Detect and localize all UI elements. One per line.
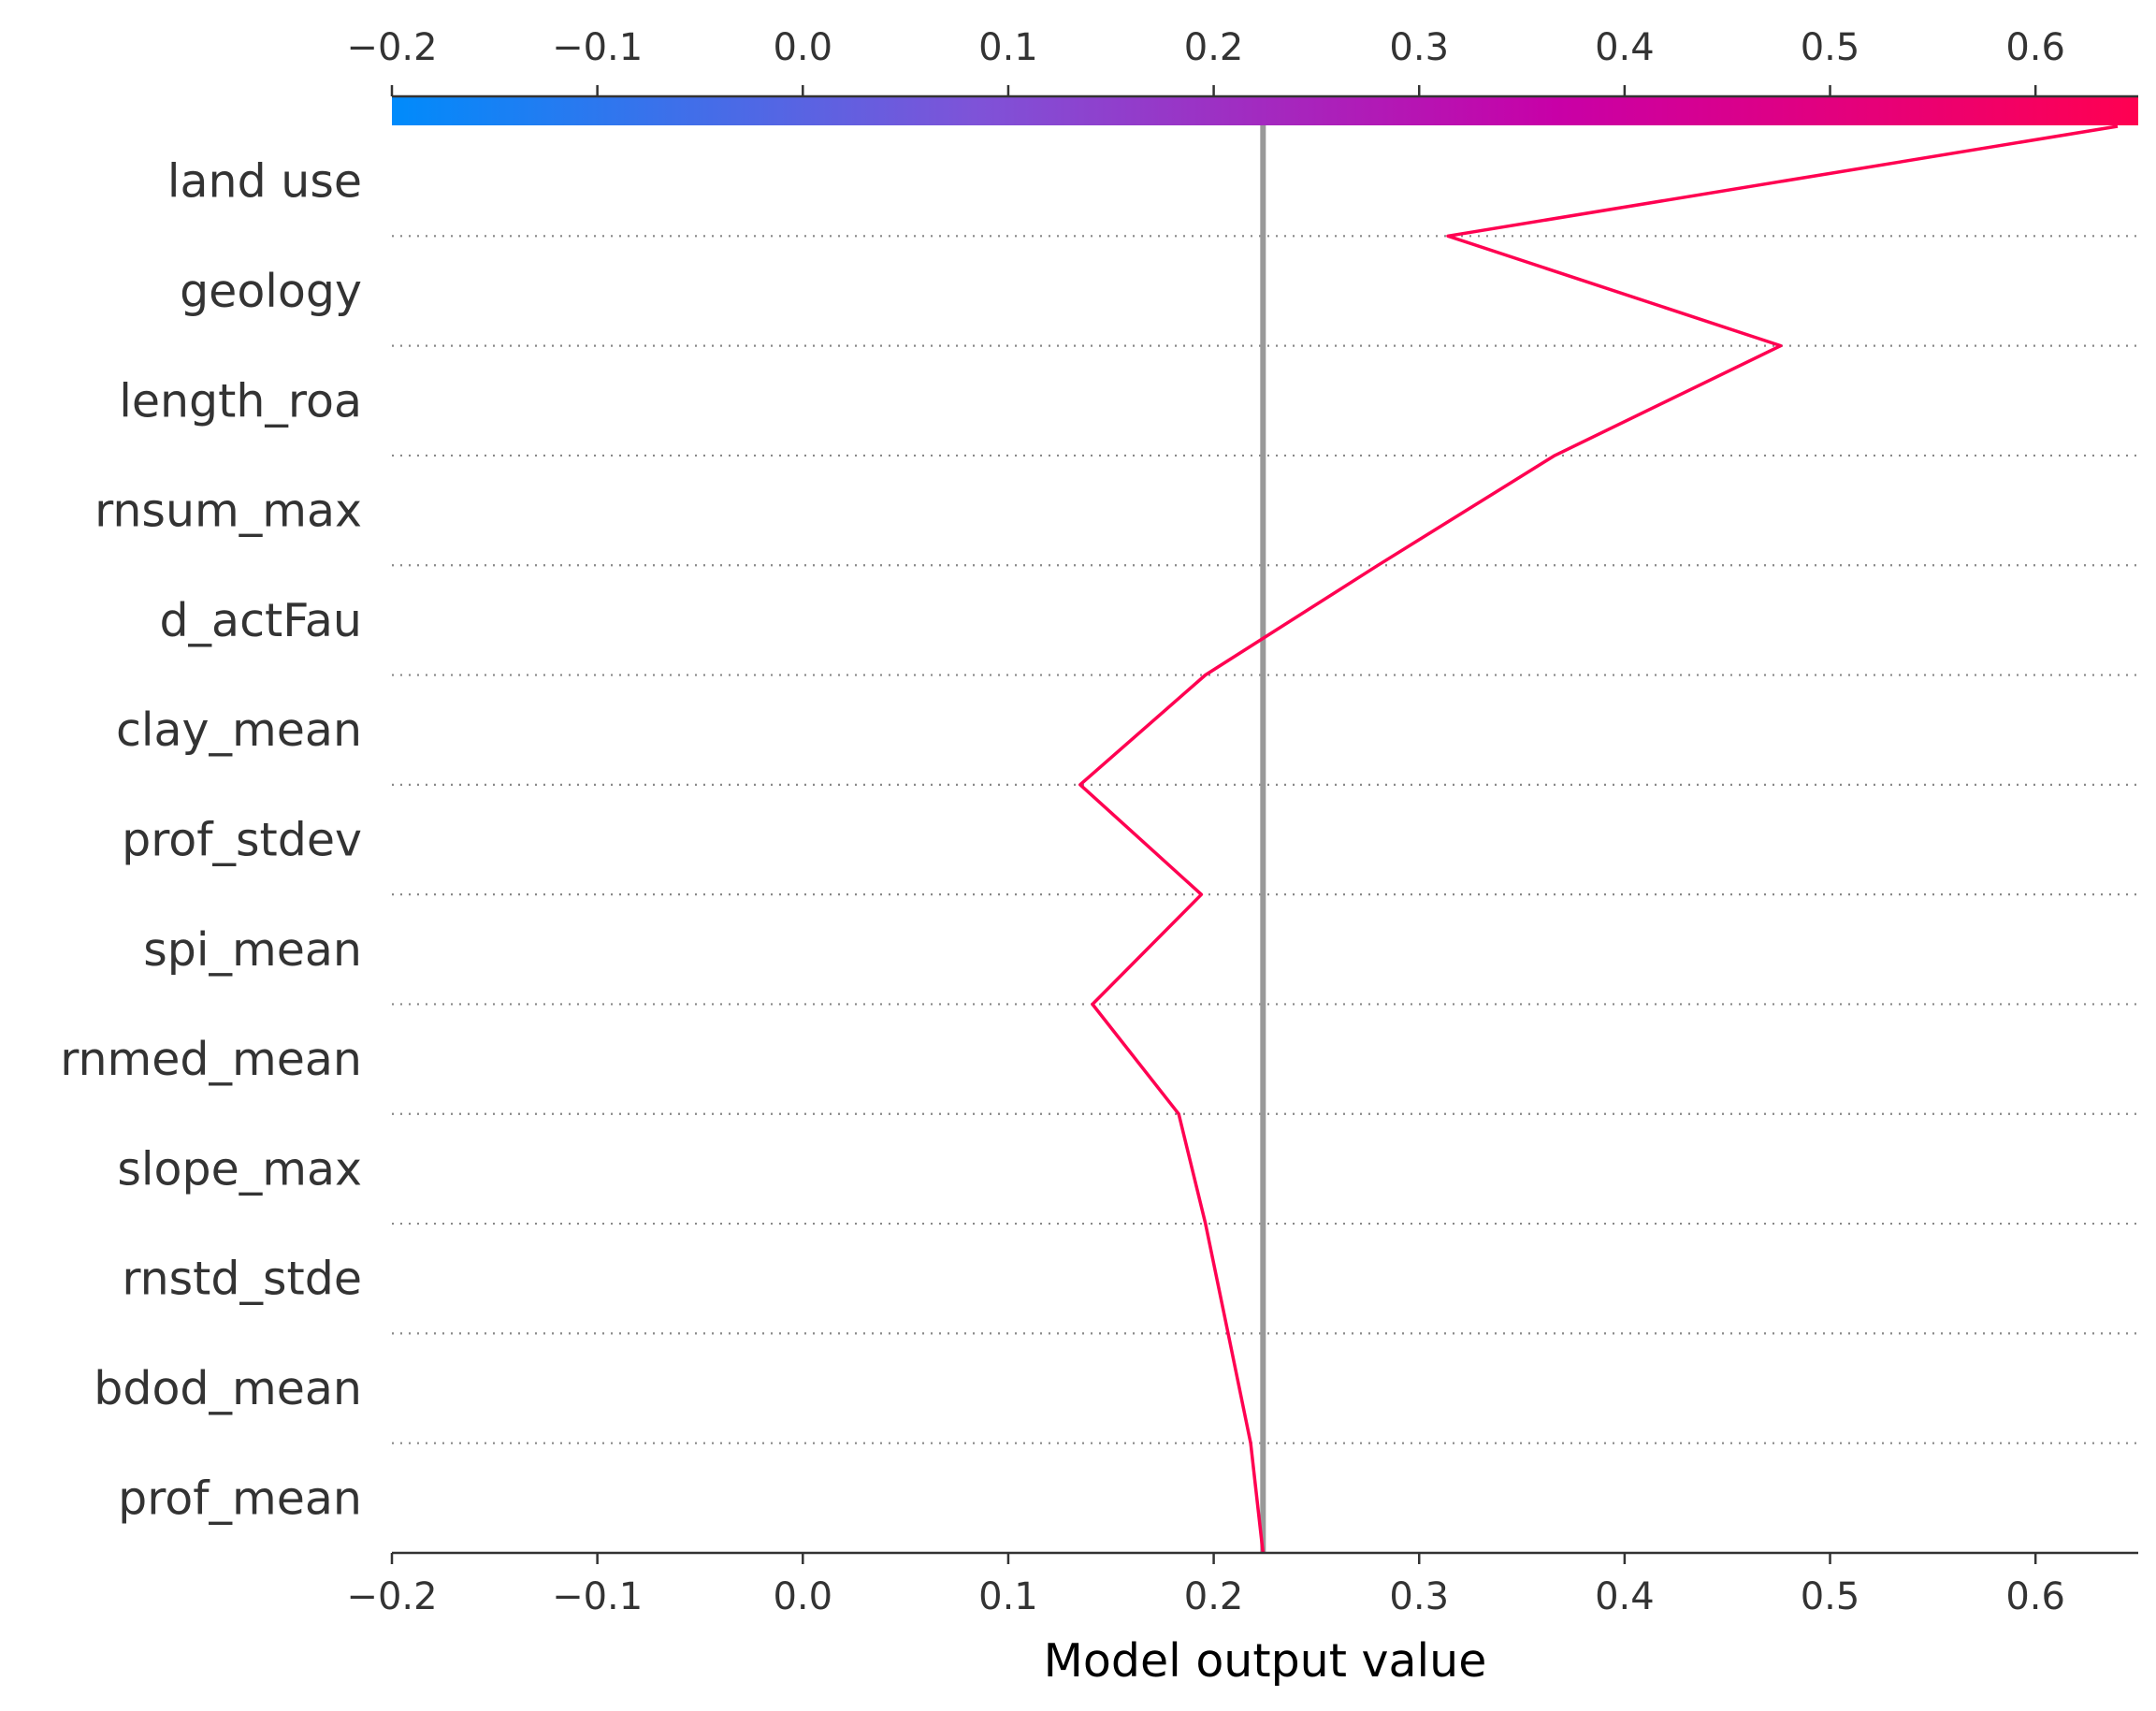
top-tick-label: −0.2: [346, 26, 437, 69]
bottom-tick-label: 0.4: [1595, 1575, 1655, 1618]
top-tick-label: 0.6: [2005, 26, 2065, 69]
decision-line: [1078, 124, 2119, 1554]
feature-label: length_roa: [119, 374, 362, 428]
top-tick-label: −0.1: [552, 26, 643, 69]
bottom-tick-label: 0.1: [978, 1575, 1038, 1618]
x-axis-title: Model output value: [1044, 1634, 1487, 1688]
bottom-tick-label: −0.2: [346, 1575, 437, 1618]
bottom-tick-label: 0.3: [1389, 1575, 1449, 1618]
top-tick-label: 0.2: [1184, 26, 1244, 69]
bottom-tick-label: −0.1: [552, 1575, 643, 1618]
colorbar-gradient: [392, 96, 2138, 125]
feature-label: d_actFau: [159, 594, 362, 647]
colorbar: [392, 96, 2138, 125]
feature-label: rnsum_max: [94, 485, 362, 538]
feature-label: prof_stdev: [122, 814, 362, 867]
top-tick-label: 0.3: [1389, 26, 1449, 69]
feature-label: prof_mean: [118, 1472, 362, 1525]
bottom-tick-label: 0.2: [1184, 1575, 1244, 1618]
feature-label: bdod_mean: [94, 1362, 362, 1415]
feature-labels: land use geology length_roa rnsum_max d_actF…: [60, 155, 362, 1526]
feature-label: clay_mean: [116, 703, 362, 757]
feature-label: slope_max: [117, 1142, 362, 1196]
feature-label: rnmed_mean: [60, 1033, 362, 1086]
decision-path: [1078, 124, 2119, 1554]
feature-label: spi_mean: [143, 923, 362, 977]
top-tick-label: 0.4: [1595, 26, 1655, 69]
top-axis: −0.2 −0.1 0.0 0.1 0.2 0.3 0.4 0.5 0.6: [346, 26, 2138, 98]
top-tick-label: 0.1: [978, 26, 1038, 69]
top-tick-label: 0.0: [773, 26, 832, 69]
feature-label: land use: [167, 155, 362, 209]
bottom-tick-label: 0.6: [2005, 1575, 2065, 1618]
bottom-axis: −0.2 −0.1 0.0 0.1 0.2 0.3 0.4 0.5 0.6: [346, 1551, 2138, 1618]
bottom-tick-label: 0.0: [773, 1575, 832, 1618]
feature-label: rnstd_stde: [122, 1253, 362, 1306]
bottom-tick-label: 0.5: [1801, 1575, 1860, 1618]
feature-label: geology: [180, 265, 362, 318]
top-tick-label: 0.5: [1801, 26, 1860, 69]
